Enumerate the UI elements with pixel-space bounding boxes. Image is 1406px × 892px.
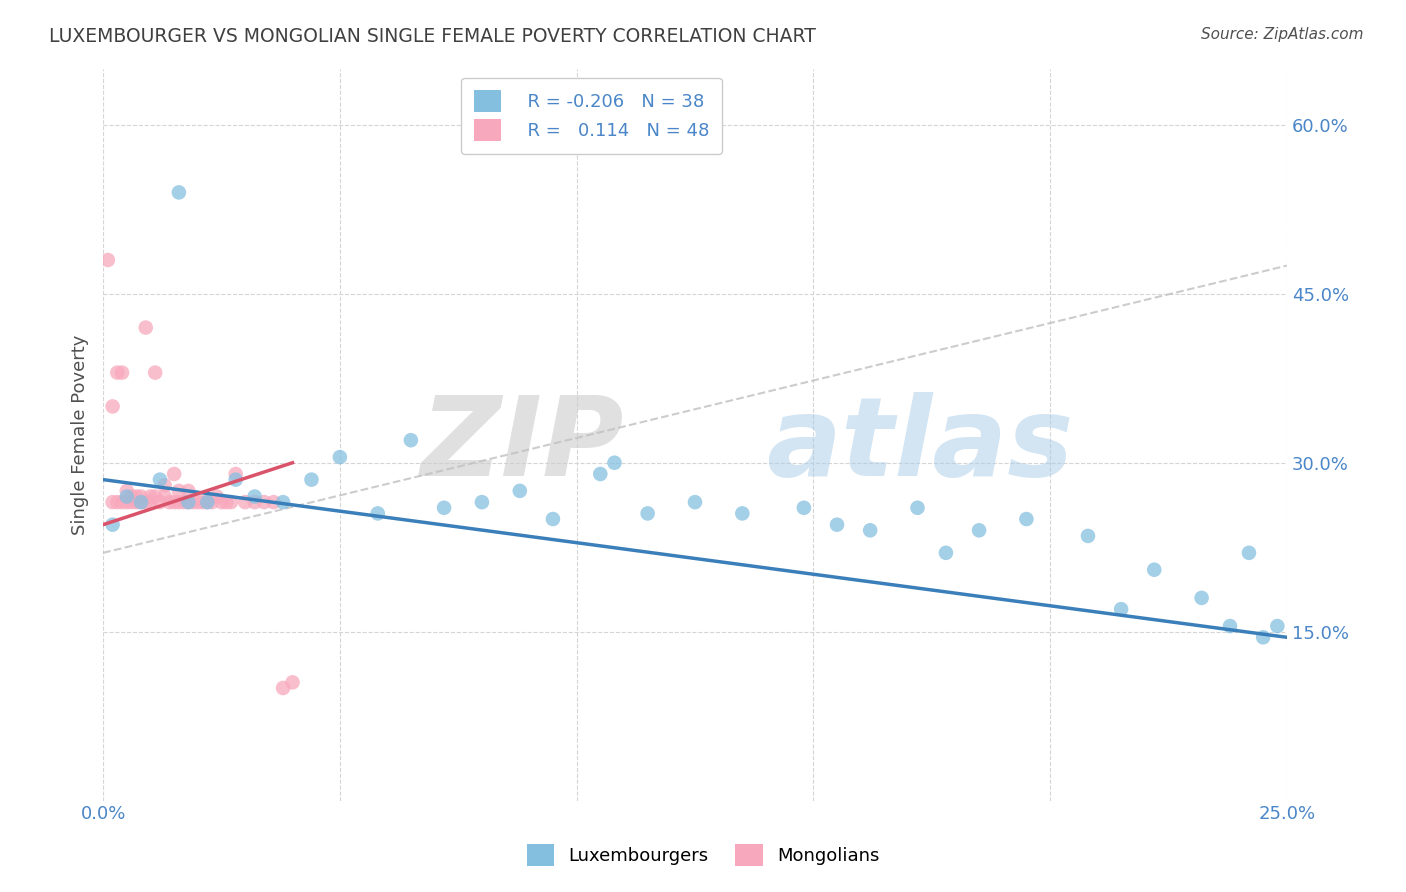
- Point: [367, 507, 389, 521]
- Point: [1109, 602, 1132, 616]
- Point: [167, 483, 190, 498]
- Point: [1191, 591, 1213, 605]
- Point: [129, 495, 152, 509]
- Point: [205, 490, 228, 504]
- Point: [129, 490, 152, 504]
- Point: [173, 495, 195, 509]
- Point: [125, 490, 148, 504]
- Legend: Luxembourgers, Mongolians: Luxembourgers, Mongolians: [515, 831, 891, 879]
- Point: [167, 495, 190, 509]
- Point: [1015, 512, 1038, 526]
- Text: ZIP: ZIP: [420, 392, 624, 499]
- Point: [399, 433, 422, 447]
- Point: [271, 495, 294, 509]
- Point: [683, 495, 706, 509]
- Point: [143, 490, 166, 504]
- Legend:   R = -0.206   N = 38,   R =   0.114   N = 48: R = -0.206 N = 38, R = 0.114 N = 48: [461, 78, 721, 154]
- Text: atlas: atlas: [766, 392, 1073, 499]
- Point: [153, 490, 176, 504]
- Point: [135, 320, 157, 334]
- Point: [935, 546, 957, 560]
- Point: [105, 366, 128, 380]
- Point: [637, 507, 659, 521]
- Point: [111, 366, 134, 380]
- Point: [101, 495, 124, 509]
- Point: [589, 467, 612, 481]
- Point: [167, 186, 190, 200]
- Point: [825, 517, 848, 532]
- Point: [177, 495, 200, 509]
- Point: [471, 495, 494, 509]
- Point: [187, 495, 209, 509]
- Point: [225, 473, 247, 487]
- Point: [509, 483, 531, 498]
- Point: [225, 467, 247, 481]
- Point: [125, 495, 148, 509]
- Point: [105, 495, 128, 509]
- Point: [111, 495, 134, 509]
- Y-axis label: Single Female Poverty: Single Female Poverty: [72, 334, 89, 535]
- Point: [153, 478, 176, 492]
- Point: [271, 681, 294, 695]
- Text: LUXEMBOURGER VS MONGOLIAN SINGLE FEMALE POVERTY CORRELATION CHART: LUXEMBOURGER VS MONGOLIAN SINGLE FEMALE …: [49, 27, 815, 45]
- Point: [101, 400, 124, 414]
- Point: [181, 495, 204, 509]
- Point: [253, 495, 276, 509]
- Point: [177, 495, 200, 509]
- Point: [329, 450, 352, 464]
- Point: [215, 495, 238, 509]
- Point: [139, 495, 162, 509]
- Point: [301, 473, 323, 487]
- Point: [115, 483, 138, 498]
- Point: [1143, 563, 1166, 577]
- Point: [163, 467, 186, 481]
- Point: [201, 495, 224, 509]
- Point: [541, 512, 564, 526]
- Point: [1267, 619, 1289, 633]
- Point: [263, 495, 285, 509]
- Point: [149, 473, 172, 487]
- Point: [97, 252, 120, 267]
- Point: [143, 366, 166, 380]
- Point: [211, 495, 233, 509]
- Point: [433, 500, 456, 515]
- Point: [121, 495, 143, 509]
- Point: [115, 495, 138, 509]
- Point: [731, 507, 754, 521]
- Point: [603, 456, 626, 470]
- Point: [191, 495, 214, 509]
- Point: [281, 675, 304, 690]
- Point: [129, 495, 152, 509]
- Point: [1077, 529, 1099, 543]
- Point: [219, 495, 242, 509]
- Point: [1237, 546, 1260, 560]
- Point: [177, 483, 200, 498]
- Point: [163, 495, 186, 509]
- Point: [115, 490, 138, 504]
- Point: [195, 495, 218, 509]
- Point: [135, 495, 157, 509]
- Point: [233, 495, 256, 509]
- Point: [243, 490, 266, 504]
- Point: [859, 524, 882, 538]
- Point: [121, 490, 143, 504]
- Point: [101, 517, 124, 532]
- Point: [139, 490, 162, 504]
- Point: [907, 500, 929, 515]
- Point: [1251, 630, 1274, 644]
- Point: [149, 495, 172, 509]
- Point: [793, 500, 815, 515]
- Text: Source: ZipAtlas.com: Source: ZipAtlas.com: [1201, 27, 1364, 42]
- Point: [195, 495, 218, 509]
- Point: [243, 495, 266, 509]
- Point: [157, 495, 180, 509]
- Point: [967, 524, 990, 538]
- Point: [1219, 619, 1241, 633]
